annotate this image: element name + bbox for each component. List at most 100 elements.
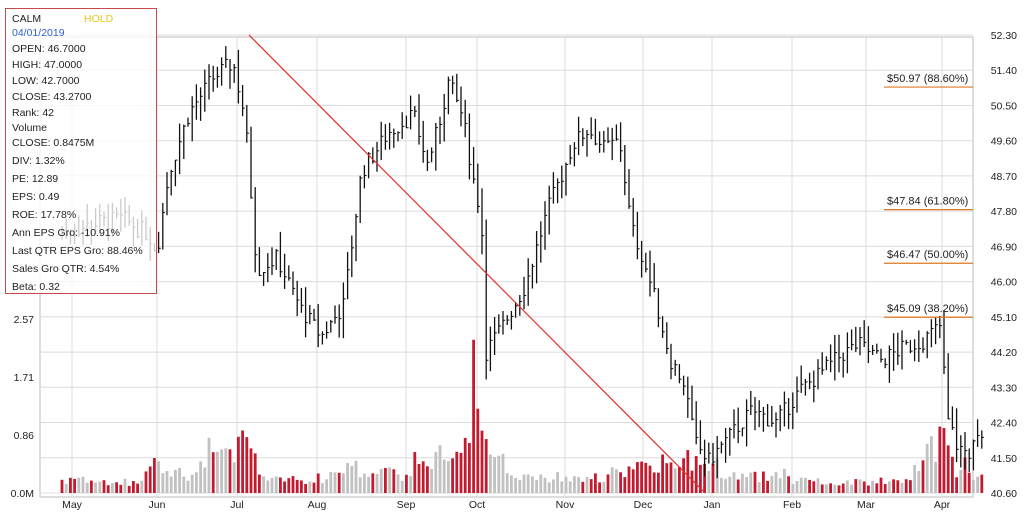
volume-bar — [253, 453, 257, 493]
volume-bar — [123, 478, 127, 493]
volume-bars — [60, 339, 984, 493]
volume-bar — [535, 479, 538, 493]
volume-bar — [795, 480, 799, 493]
volume-bar — [400, 480, 404, 493]
volume-bar — [329, 471, 333, 493]
volume-bar — [484, 439, 488, 493]
volume-bar — [980, 474, 984, 493]
volume-bar — [749, 472, 753, 493]
volume-bar — [946, 445, 950, 493]
volume-bar — [539, 474, 543, 493]
volume-bar — [879, 477, 883, 493]
volume-bar — [493, 456, 496, 493]
volume-bar — [199, 461, 202, 493]
volume-bar — [913, 464, 916, 493]
volume-bar — [119, 484, 123, 493]
month-tick-label: Dec — [634, 499, 653, 511]
volume-bar — [711, 463, 715, 493]
volume-bar — [644, 462, 648, 493]
volume-bar — [854, 479, 858, 493]
month-tick-label: May — [62, 499, 83, 511]
month-tick-label: Nov — [556, 499, 575, 511]
volume-bar — [321, 483, 324, 493]
month-tick-label: Sep — [397, 499, 416, 511]
price-tick-label: 41.50 — [991, 453, 1017, 465]
volume-bar — [547, 482, 551, 493]
quote-date: 04/01/2019 — [12, 27, 65, 39]
volume-bar — [871, 480, 874, 493]
volume-bar — [636, 462, 639, 493]
volume-bar — [77, 477, 81, 493]
volume-bar — [673, 468, 677, 493]
volume-bar — [144, 471, 148, 493]
volume-bar — [413, 452, 417, 493]
volume-bar — [140, 480, 144, 493]
volume-bar — [678, 466, 681, 493]
volume-bar — [148, 466, 152, 493]
volume-bar — [770, 476, 774, 493]
volume-bar — [430, 468, 433, 493]
volume-bar — [573, 476, 576, 493]
volume-bar — [447, 461, 450, 493]
volume-bar — [619, 472, 622, 493]
volume-bar — [862, 481, 866, 493]
volume-bar — [451, 458, 454, 493]
volume-bar — [438, 445, 442, 493]
volume-bar — [816, 478, 820, 493]
volume-bar — [379, 469, 383, 493]
x-axis: May Jun Jul Aug Sep Oct Nov Dec Jan Feb Mar Apr — [62, 499, 951, 511]
stat-line: EPS: 0.49 — [12, 191, 60, 203]
month-tick-label: Jun — [149, 499, 166, 511]
price-tick-label: 44.20 — [991, 347, 1017, 359]
volume-bar — [720, 477, 723, 493]
volume-bar — [258, 474, 261, 493]
volume-bar — [942, 428, 946, 493]
volume-bar — [165, 471, 169, 493]
volume-bar — [186, 480, 190, 493]
month-tick-label: Aug — [308, 499, 327, 511]
volume-bar — [589, 479, 593, 493]
volume-bar — [804, 477, 807, 493]
price-tick-label: 49.60 — [991, 136, 1017, 148]
volume-tick-label: 2.57 — [14, 314, 35, 326]
volume-bar — [972, 480, 975, 493]
volume-bar — [753, 471, 757, 493]
price-tick-label: 43.30 — [991, 382, 1017, 394]
volume-bar — [350, 466, 354, 493]
volume-bar — [396, 474, 400, 493]
volume-bar — [883, 484, 887, 493]
volume-bar — [518, 480, 522, 493]
volume-bar — [325, 479, 328, 493]
volume-bar — [820, 484, 824, 493]
volume-bar — [308, 481, 312, 493]
volume-bar — [312, 482, 316, 493]
volume-bar — [220, 449, 223, 493]
volume-bar — [463, 437, 467, 493]
volume-bar — [459, 452, 463, 493]
stat-line: Sales Gro QTR: 4.54% — [12, 263, 120, 275]
volume-bar — [774, 472, 778, 493]
stat-line: LOW: 42.7000 — [12, 75, 80, 87]
volume-bar — [127, 485, 131, 493]
volume-bar — [337, 472, 341, 493]
volume-bar — [375, 474, 379, 493]
fib-level-label: $47.84 (61.80%) — [887, 196, 968, 208]
volume-bar — [724, 478, 727, 493]
volume-bar — [707, 470, 711, 493]
month-tick-label: Mar — [857, 499, 876, 511]
volume-bar — [472, 339, 475, 493]
trendline — [248, 34, 706, 494]
volume-bar — [568, 481, 572, 493]
volume-bar — [489, 454, 492, 493]
volume-bar — [287, 478, 291, 493]
volume-bar — [69, 477, 72, 493]
volume-tick-label: 0.0M — [11, 488, 34, 500]
volume-bar — [585, 477, 589, 493]
volume-bar — [875, 483, 879, 493]
price-tick-label: 47.80 — [991, 206, 1017, 218]
volume-bar — [237, 436, 240, 493]
volume-bar — [825, 484, 828, 493]
volume-bar — [333, 472, 337, 493]
volume-bar — [732, 472, 736, 493]
volume-bar — [266, 480, 270, 493]
